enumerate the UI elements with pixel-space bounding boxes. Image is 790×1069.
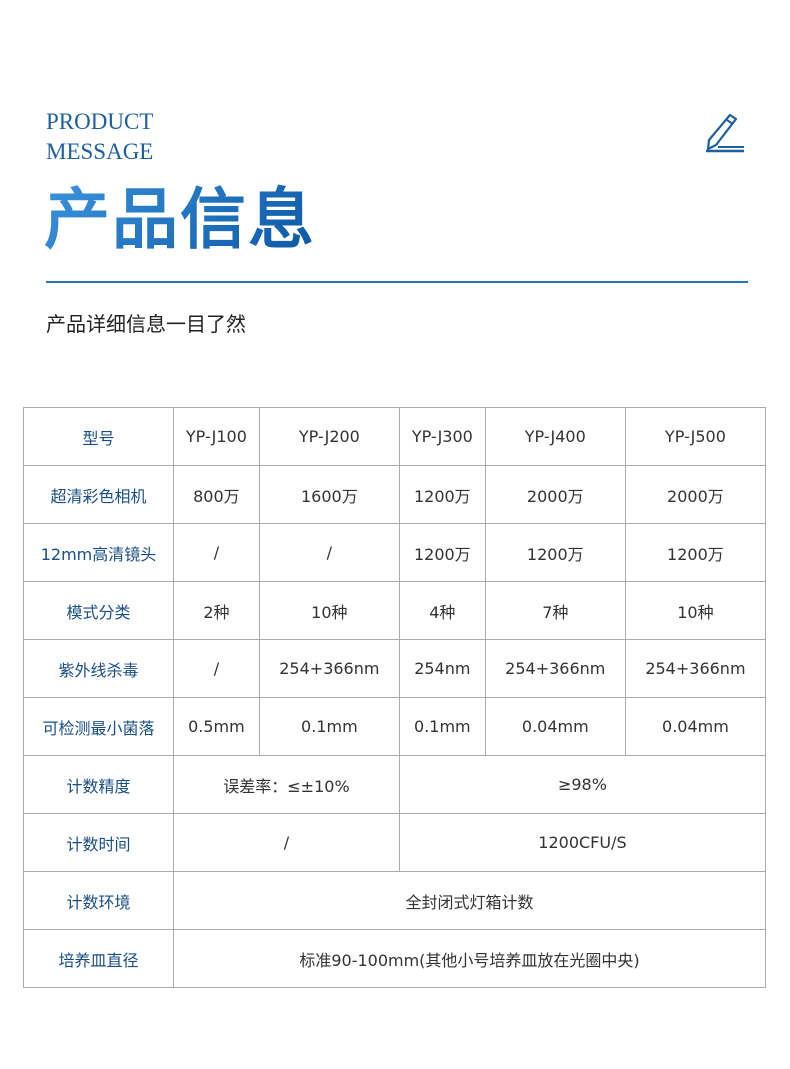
cell: 800万 <box>173 465 260 524</box>
row-label: 模式分类 <box>23 581 174 640</box>
row-label: 计数精度 <box>23 755 174 814</box>
model-header: YP-J100 <box>173 407 260 466</box>
pencil-icon <box>706 113 744 153</box>
subtitle: 产品详细信息一目了然 <box>46 312 246 336</box>
cell: 254+366nm <box>258 639 400 698</box>
divider <box>46 281 748 283</box>
model-header: YP-J400 <box>484 407 626 466</box>
cell: 254nm <box>398 639 486 698</box>
cell: 4种 <box>398 581 486 640</box>
cell: / <box>173 813 400 872</box>
cell: 1200CFU/S <box>398 813 767 872</box>
cell: 0.1mm <box>398 697 486 756</box>
cell: 10种 <box>258 581 400 640</box>
model-header: YP-J500 <box>624 407 767 466</box>
row-label: 计数环境 <box>23 871 174 930</box>
cell: 254+366nm <box>484 639 626 698</box>
row-label: 12mm高清镜头 <box>23 523 174 582</box>
cell: 0.1mm <box>258 697 400 756</box>
table-row: 计数精度 误差率：≤±10% ≥98% <box>23 755 767 814</box>
cell: 2000万 <box>624 465 767 524</box>
english-title-line1: PRODUCT <box>46 109 154 134</box>
table-row: 12mm高清镜头 //1200万 1200万 1200万 <box>23 523 767 582</box>
cell: 全封闭式灯箱计数 <box>173 871 766 930</box>
cell: 标准90-100mm(其他小号培养皿放在光圈中央) <box>173 929 766 988</box>
table-row: 超清彩色相机 800万 1600万 1200万 2000万 2000万 <box>23 465 767 524</box>
table-row: 模式分类 2种 10种 4种 7种 10种 <box>23 581 767 640</box>
cell: 7种 <box>484 581 626 640</box>
row-label: 型号 <box>23 407 174 466</box>
table-row: 紫外线杀毒/254+366nm 254nm 254+366nm 254+366nm <box>23 639 767 698</box>
cell: 1600万 <box>258 465 400 524</box>
table-row: 培养皿直径 标准90-100mm(其他小号培养皿放在光圈中央) <box>23 929 766 988</box>
table-row: 计数环境 全封闭式灯箱计数 <box>23 871 766 930</box>
cell: 10种 <box>624 581 767 640</box>
row-label: 计数时间 <box>23 813 174 872</box>
model-header: YP-J300 <box>398 407 486 466</box>
english-title-line2: MESSAGE <box>46 139 154 164</box>
cell: 0.04mm <box>484 697 626 756</box>
cell: 0.5mm <box>173 697 260 756</box>
cell: / <box>173 523 260 582</box>
cell: 0.04mm <box>624 697 767 756</box>
row-label: 超清彩色相机 <box>23 465 174 524</box>
table-row: 可检测最小菌落 0.5mm 0.1mm 0.1mm 0.04mm 0.04mm <box>23 697 767 756</box>
cell: 2000万 <box>484 465 626 524</box>
spec-table: 型号 YP-J100 YP-J200 YP-J300 YP-J400 YP-J5… <box>23 407 767 988</box>
cell: / <box>258 523 400 582</box>
cell: 1200万 <box>398 465 486 524</box>
model-header: YP-J200 <box>258 407 400 466</box>
cell: / <box>173 639 260 698</box>
cell: 误差率：≤±10% <box>173 755 400 814</box>
table-row: 型号 YP-J100 YP-J200 YP-J300 YP-J400 YP-J5… <box>23 407 767 466</box>
cell: 2种 <box>173 581 260 640</box>
cell: 1200万 <box>398 523 486 582</box>
table-row: 计数时间/1200CFU/S <box>23 813 767 872</box>
page-title: 产品信息 <box>44 181 316 258</box>
cell: ≥98% <box>398 755 767 814</box>
row-label: 可检测最小菌落 <box>23 697 174 756</box>
cell: 1200万 <box>624 523 767 582</box>
cell: 1200万 <box>484 523 626 582</box>
cell: 254+366nm <box>624 639 767 698</box>
row-label: 培养皿直径 <box>23 929 174 988</box>
row-label: 紫外线杀毒 <box>23 639 174 698</box>
